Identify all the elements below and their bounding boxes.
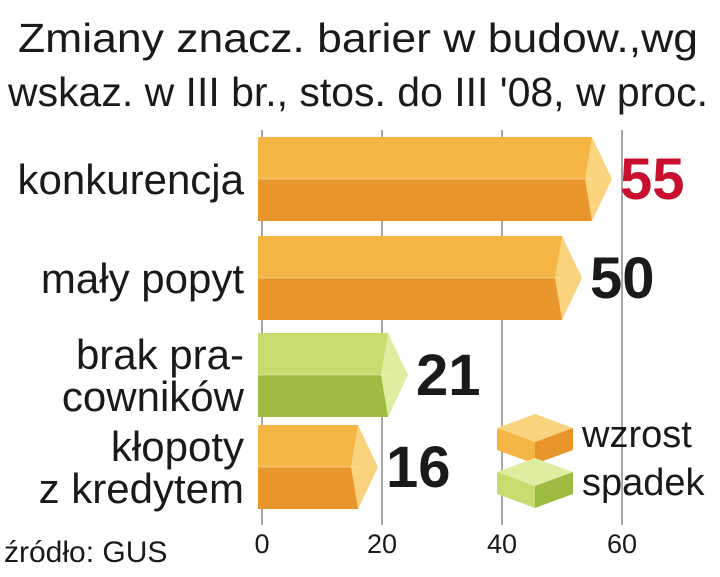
category-label: brak pra-: [76, 331, 244, 378]
legend-label: spadek: [582, 462, 706, 504]
legend-swatch-spadek: [497, 458, 573, 508]
bar-2: [258, 333, 408, 417]
value-label: 21: [416, 343, 481, 408]
bar-end-cap: [585, 137, 612, 221]
bar-end-cap: [555, 236, 582, 320]
bar-bottom-face: [258, 179, 592, 221]
x-tick-label: 0: [254, 529, 269, 559]
bar-end-cap: [381, 333, 408, 417]
bar-top-face: [258, 236, 562, 278]
category-labels: konkurencja mały popyt brak pra-cownikówkł…: [18, 156, 245, 512]
bar-bottom-face: [258, 375, 388, 417]
legend: wzrost spadek: [497, 414, 706, 508]
legend-label: wzrost: [581, 414, 692, 456]
bar-0: [258, 137, 612, 221]
swatch-left: [497, 472, 535, 508]
bar-bottom-face: [258, 467, 358, 509]
legend-swatch-wzrost: [497, 414, 573, 464]
x-axis-ticks: 0 20 40 60: [254, 529, 637, 559]
x-tick-label: 40: [487, 529, 517, 559]
value-label: 55: [620, 147, 685, 212]
value-labels: 55 50 21 16: [386, 147, 685, 500]
bar-top-face: [258, 425, 358, 467]
value-label: 50: [590, 246, 655, 311]
bar-bottom-face: [258, 278, 562, 320]
bars: [258, 137, 612, 509]
category-label: z kredytem: [39, 465, 244, 512]
source-note: źródło: GUS: [4, 536, 167, 569]
bar-top-face: [258, 137, 592, 179]
value-label: 16: [386, 435, 451, 500]
bar-3: [258, 425, 378, 509]
bar-end-cap: [351, 425, 378, 509]
swatch-right: [535, 428, 573, 464]
x-tick-label: 20: [367, 529, 397, 559]
chart-title-line-2: wskaz. w III br., stos. do III '08, w pr…: [7, 69, 708, 115]
bar-1: [258, 236, 582, 320]
category-label: konkurencja: [18, 156, 245, 203]
category-label: mały popyt: [41, 255, 244, 302]
chart-title-line-1: Zmiany znacz. barier w budow.,wg: [18, 15, 698, 61]
category-label: kłopoty: [111, 423, 244, 470]
swatch-right: [535, 472, 573, 508]
swatch-left: [497, 428, 535, 464]
x-tick-label: 60: [607, 529, 637, 559]
bar-top-face: [258, 333, 388, 375]
category-label: cowników: [62, 373, 245, 420]
